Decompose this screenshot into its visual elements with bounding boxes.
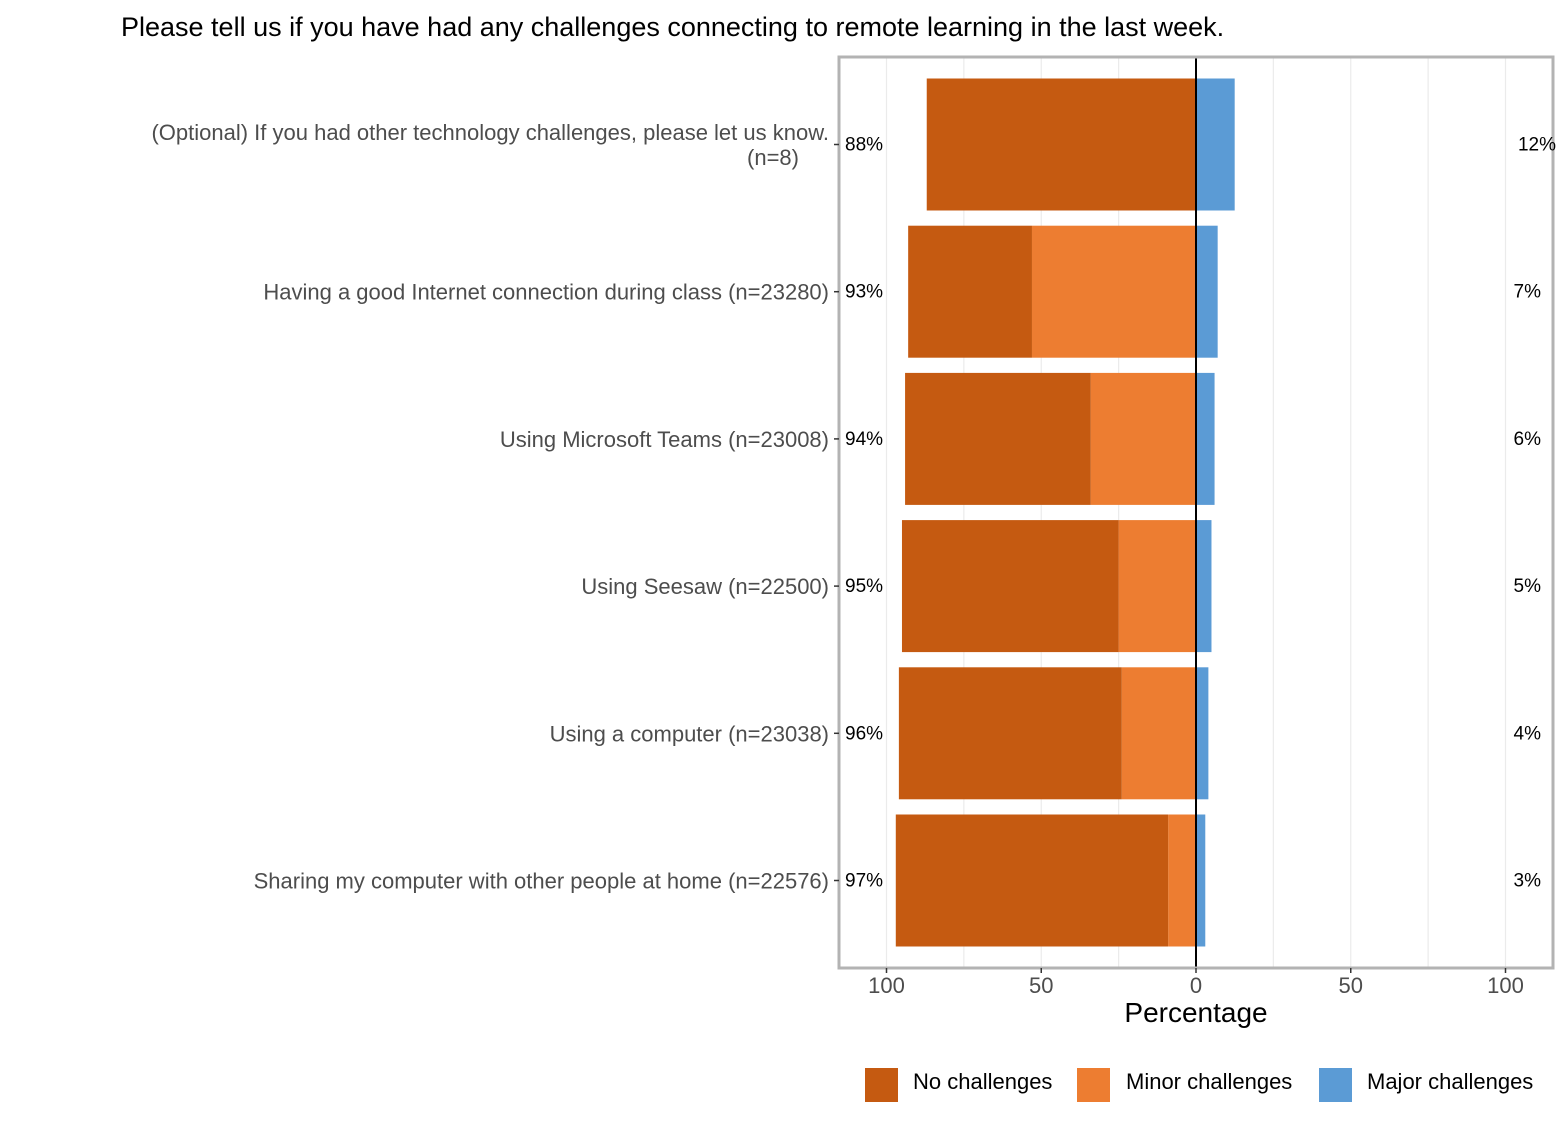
left-total-label: 88% [845,135,883,156]
x-axis-title: Percentage [1124,997,1267,1028]
category-label: Using Microsoft Teams (n=23008) [500,427,829,452]
right-total-label: 7% [1514,282,1542,303]
bar-major-challenges [1196,520,1212,653]
x-tick-label: 50 [1339,973,1363,998]
legend-label: Major challenges [1367,1069,1533,1094]
category-label: Using a computer (n=23038) [550,721,829,746]
bar-major-challenges [1196,225,1218,358]
bar-minor-challenges [1031,225,1196,358]
bar-no-challenges [901,520,1119,653]
legend-label: Minor challenges [1126,1069,1292,1094]
bar-major-challenges [1196,372,1215,505]
x-tick-label: 0 [1190,973,1202,998]
category-label: Sharing my computer with other people at… [254,869,829,894]
category-label: Having a good Internet connection during… [263,280,829,305]
right-total-label: 4% [1514,723,1542,744]
legend-swatch [865,1068,898,1102]
bar-major-challenges [1196,667,1209,800]
left-total-label: 93% [845,282,883,303]
legend-swatch [1319,1068,1352,1102]
bar-no-challenges [905,372,1091,505]
bars [895,78,1235,947]
bar-no-challenges [898,667,1122,800]
bar-minor-challenges [1168,814,1196,947]
left-total-label: 96% [845,723,883,744]
left-total-label: 97% [845,871,883,892]
bar-no-challenges [895,814,1169,947]
x-axis-ticks: 100 50 0 50 100 [868,968,1524,998]
right-total-label: 6% [1514,429,1542,450]
left-total-label: 94% [845,429,883,450]
legend-swatch [1077,1068,1110,1102]
bar-minor-challenges [1118,520,1196,653]
bar-minor-challenges [1121,667,1196,800]
x-tick-label: 50 [1029,973,1053,998]
legend: No challenges Minor challenges Major chall… [865,1068,1533,1102]
right-total-label: 5% [1514,576,1542,597]
category-label: Using Seesaw (n=22500) [581,574,829,599]
right-total-label: 3% [1514,871,1542,892]
x-tick-label: 100 [1487,973,1524,998]
bar-major-challenges [1196,814,1206,947]
chart-title: Please tell us if you have had any chall… [121,12,1224,42]
x-tick-label: 100 [868,973,905,998]
right-total-label: 12% [1518,135,1556,156]
percent-labels: 88% 12% 93% 7% 94% 6% 95% 5% 96% 4% 97% 3% [845,135,1556,892]
left-total-label: 95% [845,576,883,597]
legend-label: No challenges [913,1069,1052,1094]
bar-minor-challenges [1090,372,1196,505]
category-label: (Optional) If you had other technology c… [151,120,829,170]
category-labels: (Optional) If you had other technology c… [151,120,839,894]
bar-no-challenges [908,225,1032,358]
bar-major-challenges [1196,78,1235,211]
bar-no-challenges [926,78,1196,211]
